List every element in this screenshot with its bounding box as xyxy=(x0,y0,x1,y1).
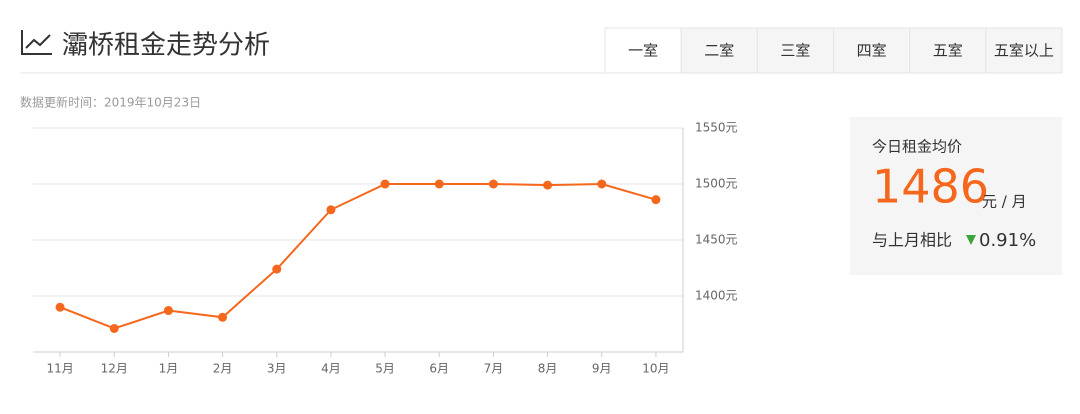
tab[interactable] xyxy=(680,27,758,74)
y-tick-label: 1500元 xyxy=(695,177,738,191)
point xyxy=(218,312,228,322)
tab-label[interactable]: 四室 xyxy=(857,42,887,60)
x-tick-label: 11月 xyxy=(46,362,73,376)
x-tick-label: 7月 xyxy=(484,362,504,376)
down-arrow xyxy=(966,235,976,245)
x-tick-label: 9月 xyxy=(592,362,612,376)
point xyxy=(109,323,119,333)
x-tick-label: 8月 xyxy=(538,362,558,376)
tab[interactable] xyxy=(604,27,682,74)
page-title: 灞桥租金走势分析 xyxy=(62,31,270,61)
panel-label: 今日租金均价 xyxy=(872,138,962,156)
x-tick-label: 3月 xyxy=(267,362,287,376)
title-icon xyxy=(21,30,52,55)
point xyxy=(434,179,444,189)
tab-label[interactable]: 五室以上 xyxy=(994,42,1054,60)
x-tick-label: 2月 xyxy=(213,362,233,376)
point xyxy=(55,302,65,312)
x-tick-label: 6月 xyxy=(429,362,449,376)
change: 0.91% xyxy=(979,230,1036,251)
point xyxy=(380,179,390,189)
tab-label[interactable]: 三室 xyxy=(780,42,810,60)
x-tick-label: 10月 xyxy=(642,362,669,376)
point xyxy=(488,179,498,189)
point xyxy=(163,306,173,316)
y-tick-label: 1450元 xyxy=(695,233,738,247)
tab-label[interactable]: 五室 xyxy=(933,42,963,60)
price-panel xyxy=(850,117,1062,275)
price-unit: 元 / 月 xyxy=(982,193,1027,211)
update-time: 数据更新时间：2019年10月23日 xyxy=(20,95,201,110)
x-tick-label: 12月 xyxy=(101,362,128,376)
point xyxy=(597,179,607,189)
tab[interactable] xyxy=(909,27,987,74)
point xyxy=(326,205,336,215)
x-tick-label: 1月 xyxy=(159,362,179,376)
point xyxy=(651,195,661,205)
price: 1486 xyxy=(872,160,989,214)
point xyxy=(272,264,282,274)
point xyxy=(543,180,553,190)
x-tick-label: 4月 xyxy=(321,362,341,376)
tab-label[interactable]: 一室 xyxy=(628,42,658,60)
tab-label[interactable]: 二室 xyxy=(704,42,734,60)
x-tick-label: 5月 xyxy=(375,362,395,376)
compare-label: 与上月相比 xyxy=(872,231,952,250)
line xyxy=(59,182,657,330)
y-tick-label: 1550元 xyxy=(695,121,738,135)
y-tick-label: 1400元 xyxy=(695,289,738,303)
